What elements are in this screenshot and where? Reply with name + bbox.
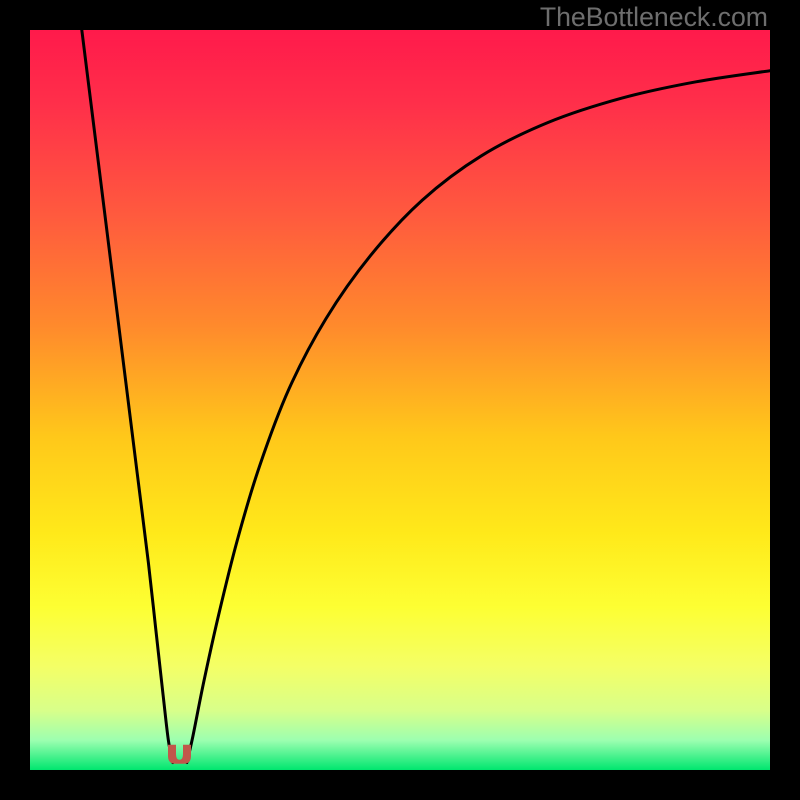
watermark-text: TheBottleneck.com — [540, 2, 768, 33]
curve-right-branch — [187, 71, 770, 763]
plot-area — [30, 30, 770, 770]
curve-left-branch — [82, 30, 173, 763]
curve-layer — [30, 30, 770, 770]
minimum-marker — [169, 745, 191, 763]
